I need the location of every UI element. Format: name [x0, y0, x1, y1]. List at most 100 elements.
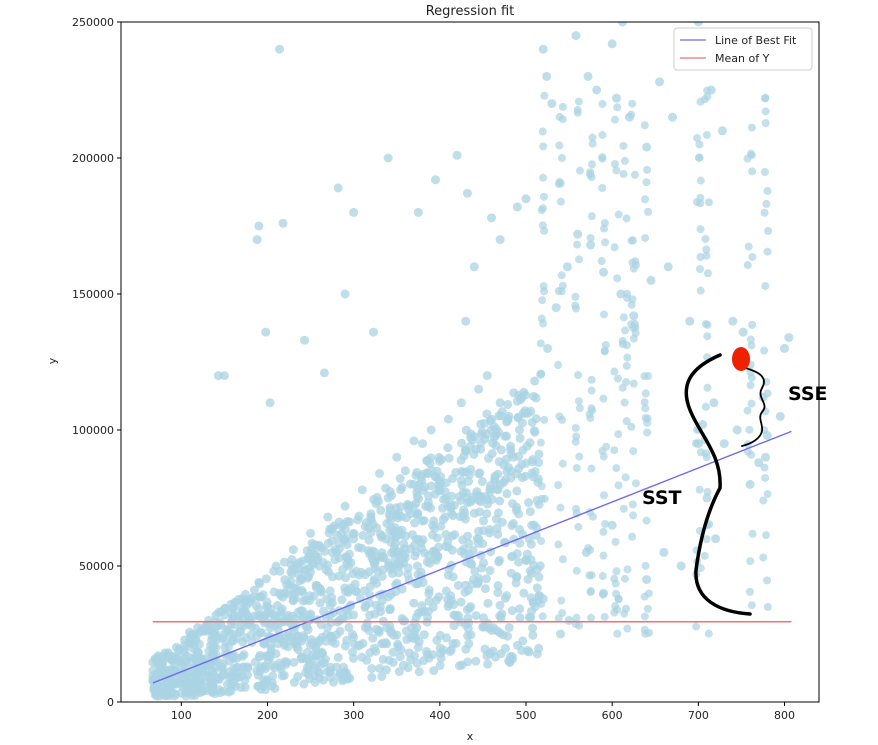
scatter-point	[242, 600, 252, 610]
x-tick-label: 700	[688, 709, 709, 722]
scatter-point	[627, 110, 636, 119]
scatter-point	[381, 483, 391, 493]
scatter-point	[303, 554, 313, 564]
scatter-point	[473, 577, 483, 587]
scatter-point	[691, 439, 700, 448]
scatter-point	[310, 677, 320, 687]
scatter-point	[392, 452, 402, 462]
scatter-point	[413, 508, 423, 518]
scatter-point	[338, 520, 348, 530]
scatter-point	[640, 398, 649, 407]
scatter-point	[246, 630, 256, 640]
scatter-point	[538, 612, 547, 621]
scatter-point	[424, 596, 434, 606]
scatter-point	[574, 522, 583, 531]
scatter-point	[610, 446, 619, 455]
scatter-point	[476, 429, 486, 439]
scatter-point	[611, 537, 620, 546]
scatter-point	[623, 353, 632, 362]
scatter-point	[275, 566, 285, 576]
scatter-point	[449, 610, 459, 620]
scatter-point	[438, 494, 448, 504]
scatter-point	[532, 583, 542, 593]
legend-box	[673, 27, 813, 71]
scatter-point	[329, 521, 339, 531]
scatter-point	[600, 346, 609, 355]
scatter-point	[515, 538, 525, 548]
scatter-point	[457, 480, 467, 490]
scatter-point	[764, 226, 773, 235]
scatter-point	[612, 464, 621, 473]
scatter-point	[745, 587, 754, 596]
scatter-point	[623, 289, 632, 298]
scatter-point	[333, 652, 343, 662]
scatter-point	[286, 560, 296, 570]
scatter-point	[193, 648, 203, 658]
scatter-point	[339, 668, 349, 678]
scatter-point	[254, 221, 264, 231]
x-tick-label: 600	[602, 709, 623, 722]
scatter-point	[375, 469, 385, 479]
scatter-point	[288, 545, 298, 555]
scatter-point	[353, 542, 363, 552]
scatter-point	[255, 579, 265, 589]
scatter-point	[434, 476, 444, 486]
scatter-point	[385, 621, 395, 631]
scatter-point	[540, 494, 549, 503]
scatter-point	[409, 598, 419, 608]
scatter-point	[482, 509, 492, 519]
scatter-point	[607, 520, 617, 530]
scatter-point	[537, 599, 546, 608]
scatter-point	[556, 503, 565, 512]
scatter-point	[534, 449, 544, 459]
scatter-point	[435, 661, 445, 671]
scatter-point	[760, 168, 769, 177]
scatter-point	[693, 134, 702, 143]
scatter-point	[607, 39, 617, 49]
scatter-point	[747, 601, 756, 610]
scatter-point	[385, 516, 395, 526]
scatter-point	[259, 618, 269, 628]
scatter-point	[332, 530, 342, 540]
scatter-point	[431, 175, 441, 185]
scatter-point	[255, 667, 265, 677]
scatter-point	[278, 218, 288, 228]
scatter-point	[538, 296, 547, 305]
scatter-point	[344, 622, 354, 632]
scatter-point	[443, 542, 453, 552]
scatter-point	[420, 548, 430, 558]
scatter-point	[612, 567, 621, 576]
scatter-point	[480, 584, 490, 594]
scatter-point	[514, 425, 524, 435]
x-tick-label: 300	[343, 709, 364, 722]
scatter-point	[641, 561, 650, 570]
scatter-point	[309, 591, 319, 601]
scatter-point	[283, 610, 293, 620]
scatter-point	[763, 602, 772, 611]
scatter-point	[640, 592, 649, 601]
scatter-point	[284, 630, 294, 640]
scatter-point	[282, 580, 292, 590]
scatter-point	[319, 368, 329, 378]
scatter-point	[508, 551, 518, 561]
scatter-point	[287, 569, 297, 579]
scatter-point	[469, 508, 479, 518]
scatter-point	[460, 580, 470, 590]
scatter-point	[236, 626, 246, 636]
scatter-point	[331, 662, 341, 672]
scatter-point	[748, 167, 757, 176]
scatter-point	[358, 530, 368, 540]
scatter-point	[319, 606, 329, 616]
scatter-point	[599, 551, 608, 560]
scatter-point	[340, 289, 350, 299]
scatter-point	[747, 399, 756, 408]
scatter-point	[700, 551, 709, 560]
scatter-point	[206, 678, 216, 688]
series-lines	[152, 430, 792, 684]
scatter-point	[327, 572, 337, 582]
scatter-point	[588, 139, 597, 148]
scatter-point	[536, 339, 545, 348]
scatter-point	[642, 516, 651, 525]
scatter-point	[694, 153, 703, 162]
y-axis: 0 50000 100000 150000 200000 250000	[72, 16, 121, 709]
